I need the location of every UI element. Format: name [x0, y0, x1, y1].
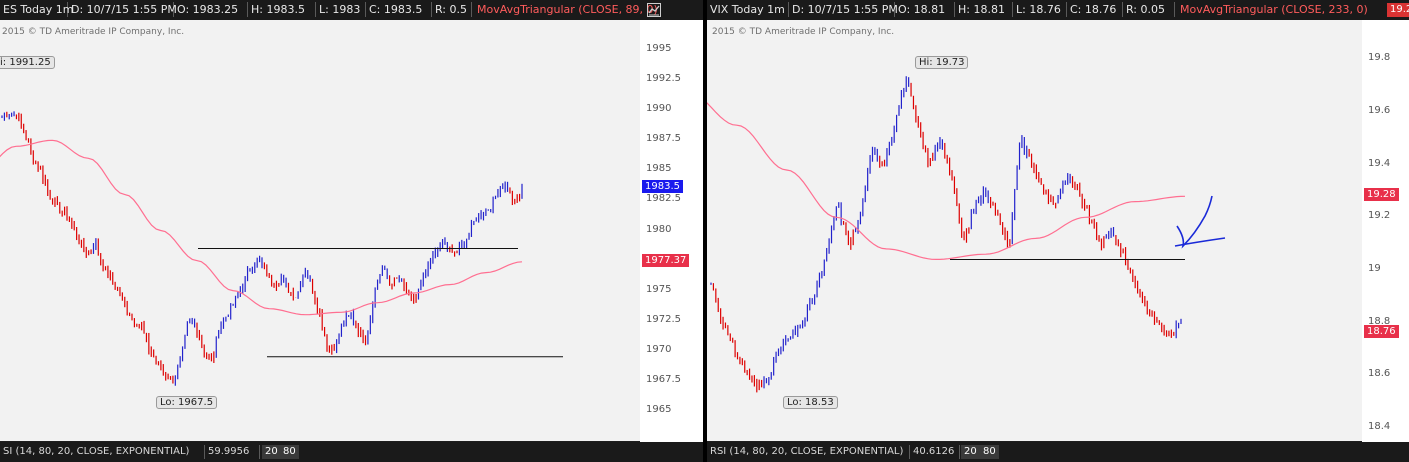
- vix-rsi-oversold: 20: [961, 445, 980, 459]
- es-rsi-label[interactable]: SI (14, 80, 20, CLOSE, EXPONENTIAL): [0, 445, 205, 459]
- y-tick-label: 1992.5: [646, 73, 681, 85]
- panel-divider[interactable]: [703, 0, 707, 462]
- y-tick-label: 1975: [646, 283, 672, 295]
- y-tick-label: 1965: [646, 403, 672, 415]
- vix-symbol-label[interactable]: VIX Today 1m: [707, 2, 789, 17]
- es-close: C: 1983.5: [366, 2, 432, 17]
- vix-copyright: 2015 © TD Ameritrade IP Company, Inc.: [712, 27, 895, 37]
- y-tick-label: 1995: [646, 43, 672, 55]
- es-header-bar: ES Today 1m D: 10/7/15 1:55 PM O: 1983.2…: [0, 0, 703, 20]
- y-tick-label: 18.8: [1368, 315, 1391, 327]
- ma-value-box: 19.28: [1364, 188, 1399, 202]
- es-date: D: 10/7/15 1:55 PM: [68, 2, 177, 17]
- vix-price-svg: [707, 76, 1226, 393]
- vix-plot-area[interactable]: 2015 © TD Ameritrade IP Company, Inc. Hi…: [707, 20, 1362, 441]
- vix-price-axis[interactable]: 19.8 19.6 19.4 19.2 19 18.8 18.6 18.4 19.28 18.76: [1362, 20, 1409, 442]
- vix-rsi-value: 40.6126: [910, 445, 960, 459]
- es-low-label: Lo: 1967.5: [156, 396, 218, 409]
- vix-rsi-overbought: 80: [980, 445, 999, 459]
- y-tick-label: 1982.5: [646, 193, 681, 205]
- es-range: R: 0.5: [432, 2, 472, 17]
- vix-close: C: 18.76: [1067, 2, 1123, 17]
- y-tick-label: 1980: [646, 223, 672, 235]
- es-footer-bar: SI (14, 80, 20, CLOSE, EXPONENTIAL) 59.9…: [0, 442, 703, 462]
- price-bars: [710, 76, 1182, 393]
- vix-open: O: 18.81: [895, 2, 955, 17]
- es-rsi-oversold: 20: [262, 445, 281, 459]
- es-low: L: 1983: [316, 2, 366, 17]
- es-high: H: 1983.5: [248, 2, 316, 17]
- es-chart-panel: ES Today 1m D: 10/7/15 1:55 PM O: 1983.2…: [0, 0, 703, 462]
- vix-high-label: Hi: 19.73: [915, 56, 969, 69]
- es-rsi-value: 59.9956: [205, 445, 260, 459]
- y-tick-label: 19.8: [1368, 52, 1391, 64]
- y-tick-label: 18.4: [1368, 420, 1391, 432]
- es-high-label: i: 1991.25: [0, 56, 55, 69]
- vix-date: D: 10/7/15 1:55 PM: [789, 2, 898, 17]
- moving-average-line: [707, 102, 1186, 260]
- y-tick-label: 1970: [646, 343, 672, 355]
- y-tick-label: 1985: [646, 163, 672, 175]
- y-tick-label: 1967.5: [646, 373, 681, 385]
- vix-chart-panel: VIX Today 1m D: 10/7/15 1:55 PM O: 18.81…: [707, 0, 1409, 462]
- y-tick-label: 1972.5: [646, 313, 681, 325]
- last-price-box: 18.76: [1364, 325, 1399, 339]
- es-open: O: 1983.25: [174, 2, 248, 17]
- y-tick-label: 18.6: [1368, 368, 1391, 380]
- es-study-label[interactable]: MovAvgTriangular (CLOSE, 89, 0): [477, 3, 658, 16]
- chart-settings-icon[interactable]: [647, 3, 661, 17]
- y-tick-label: 19.6: [1368, 105, 1391, 117]
- es-rsi-overbought: 80: [280, 445, 299, 459]
- y-tick-label: 19: [1368, 262, 1381, 274]
- y-tick-label: 1987.5: [646, 133, 681, 145]
- last-price-box: 1983.5: [642, 180, 683, 194]
- price-bars: [1, 111, 523, 386]
- annotation-underline: [1174, 237, 1226, 247]
- vix-high: H: 18.81: [955, 2, 1013, 17]
- annotation-arrow: [1176, 195, 1213, 249]
- vix-study-label[interactable]: MovAvgTriangular (CLOSE, 233, 0): [1180, 3, 1368, 16]
- es-plot-area[interactable]: 2015 © TD Ameritrade IP Company, Inc. i:…: [0, 20, 640, 441]
- vix-header-bar: VIX Today 1m D: 10/7/15 1:55 PM O: 18.81…: [707, 0, 1409, 20]
- ma-value-box: 1977.37: [642, 254, 690, 268]
- vix-footer-bar: RSI (14, 80, 20, CLOSE, EXPONENTIAL) 40.…: [707, 442, 1409, 462]
- vix-low: L: 18.76: [1013, 2, 1067, 17]
- es-price-axis[interactable]: 19951992.519901987.519851982.519801977.5…: [640, 20, 703, 442]
- y-tick-label: 19.4: [1368, 157, 1391, 169]
- y-tick-label: 1990: [646, 103, 672, 115]
- vix-range: R: 0.05: [1123, 2, 1175, 17]
- vix-rsi-label[interactable]: RSI (14, 80, 20, CLOSE, EXPONENTIAL): [707, 445, 910, 459]
- es-symbol-label[interactable]: ES Today 1m: [0, 2, 73, 17]
- es-copyright: 2015 © TD Ameritrade IP Company, Inc.: [2, 27, 185, 37]
- es-price-svg: [0, 111, 563, 386]
- vix-low-label: Lo: 18.53: [783, 396, 838, 409]
- vix-study-value: 19.28: [1387, 3, 1409, 17]
- moving-average-line: [0, 139, 523, 316]
- y-tick-label: 19.2: [1368, 210, 1391, 222]
